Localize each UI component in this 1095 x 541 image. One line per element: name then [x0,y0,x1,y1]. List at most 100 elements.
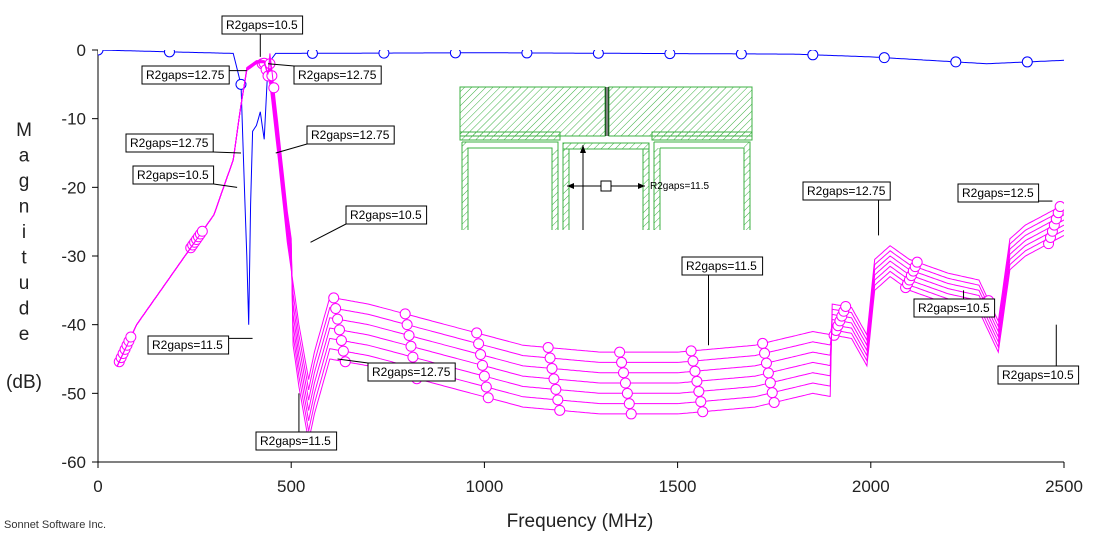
series-marker [332,313,344,325]
series-marker [554,404,566,416]
series-marker [764,377,776,389]
y-tick-label: 0 [77,41,86,60]
series-marker [478,370,490,382]
annotation-callout: R2gaps=12.75 [141,65,247,85]
series-marker [618,367,630,379]
series-marker [335,334,347,346]
y-axis-ticks: 0 -10 -20 -30 -40 -50 -60 [61,41,98,472]
y-tick-label: -30 [61,247,86,266]
inset-layout-diagram: R2gaps=11.5 [459,86,753,230]
annotation-box [913,298,996,318]
annotation-leader [213,183,238,188]
series-marker [616,356,628,368]
series-marker [330,303,342,315]
series-marker [689,365,701,377]
series-marker [334,324,345,336]
series-marker [405,340,417,352]
series-marker [619,377,631,389]
series-line [116,53,1064,442]
annotation-label: R2gaps=10.5 [918,301,990,315]
annotation-callout: R2gaps=12.75 [802,181,891,236]
series-marker [552,394,564,406]
annotation-callout: R2gaps=11.5 [255,393,338,451]
inset-bar-right [651,131,753,141]
series-marker [621,387,633,399]
y-tick-label: -40 [61,316,86,335]
x-tick-label: 500 [277,477,305,496]
series-marker [476,359,488,371]
inset-dimension-handle [600,180,612,192]
series-marker [735,50,747,60]
x-tick-label: 1500 [659,477,697,496]
y-axis-label-char: g [19,171,30,192]
x-tick-label: 2500 [1045,477,1083,496]
series-marker [482,392,494,404]
series-marker [807,50,819,61]
series-marker [268,82,280,94]
annotation-layer: R2gaps=10.5 R2gaps=12.75 R2gaps=12.75 R2gap… [125,15,1080,451]
y-axis-label-char: n [19,197,30,218]
series-marker [98,50,104,56]
annotation-label: R2gaps=11.5 [152,338,223,352]
series-marker [878,52,890,64]
series-marker [306,50,318,59]
annotation-callout: R2gaps=12.75 [337,358,456,382]
x-tick-label: 0 [93,477,102,496]
x-tick-label: 1000 [465,477,503,496]
annotation-box [681,256,764,276]
annotation-leader [310,223,347,243]
annotation-label: R2gaps=12.75 [807,184,886,198]
annotation-box [306,125,395,145]
inset-dimension-label: R2gaps=11.5 [650,181,709,192]
series-line [116,58,1064,432]
annotation-label: R2gaps=10.5 [1002,368,1074,382]
series-marker [760,357,772,369]
annotation-leader [275,143,308,154]
series-marker [521,50,533,59]
series-marker [762,367,774,379]
inset-block-right [608,86,753,137]
series-line [98,50,1064,325]
series-marker [480,381,492,393]
y-axis-label-char: d [19,299,30,320]
series-marker [339,356,351,368]
annotation-callout: R2gaps=12.75 [125,133,241,154]
annotation-label: R2gaps=12.5 [962,186,1034,200]
y-axis-label-char: i [22,222,26,243]
series-marker [691,375,703,387]
series-marker [592,50,604,59]
inset-bar-mid [562,142,650,150]
series-marker [625,408,637,420]
y-tick-label: -60 [61,453,86,472]
inset-block-left [459,86,606,137]
inset-bar-left [459,131,561,141]
annotation-box [345,205,428,225]
annotation-callout: R2gaps=11.5 [147,335,253,355]
series-marker [687,355,699,367]
annotation-box [367,362,456,382]
annotation-label: R2gaps=11.5 [686,259,757,273]
annotation-callout: R2gaps=10.5 [221,15,304,57]
series-line [116,61,1064,411]
annotation-callout: R2gaps=10.5 [310,205,428,243]
y-axis-unit: (dB) [6,372,42,393]
series-marker [196,225,208,237]
annotation-box [141,65,230,85]
series-marker [768,396,780,408]
annotation-label: R2gaps=12.75 [146,68,225,82]
series-marker [125,331,137,343]
series-marker [542,341,554,353]
annotation-box [147,335,230,355]
series-marker [614,346,626,358]
series-marker [766,387,778,399]
series-marker [548,373,560,385]
series-marker [757,337,769,349]
series-marker [759,347,771,359]
series-marker [407,351,419,363]
series-marker [475,349,487,361]
annotation-callout: R2gaps=11.5 [681,256,764,346]
annotation-leader [337,358,369,364]
series-marker [697,406,709,418]
annotation-label: R2gaps=11.5 [260,434,331,448]
